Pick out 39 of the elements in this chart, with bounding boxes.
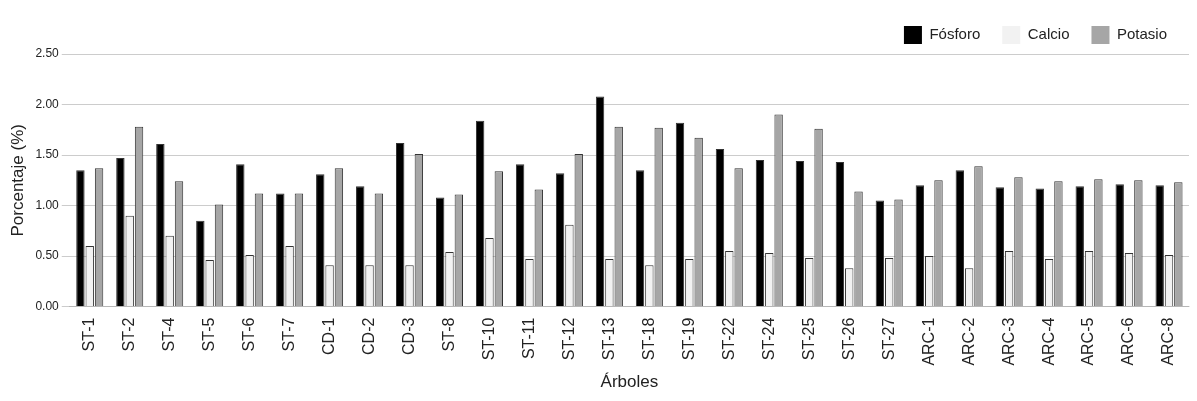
x-tick-label: ARC-6: [1119, 317, 1137, 366]
legend-label: Potasio: [1116, 25, 1168, 43]
x-tick-label: CD-1: [319, 317, 337, 355]
x-axis-title: Árboles: [600, 372, 659, 392]
x-tick-label: ST-4: [160, 317, 178, 352]
x-tick-label: ST-7: [280, 317, 298, 352]
y-tick-label: 2.00: [35, 96, 60, 111]
x-tick-label: ST-19: [679, 317, 697, 361]
x-tick-label: ST-25: [799, 317, 817, 361]
x-tick-label: ST-10: [479, 317, 497, 361]
x-tick-label: ST-11: [519, 317, 537, 360]
x-tick-label: ST-18: [639, 317, 657, 361]
x-tick-label: ARC-1: [919, 317, 937, 366]
y-tick-label: 0.00: [35, 298, 60, 313]
y-tick-label: 2.50: [35, 46, 60, 61]
legend-label: Fósforo: [929, 25, 981, 43]
x-tick-label: ARC-2: [959, 317, 977, 366]
x-tick-label: ST-6: [240, 317, 258, 352]
y-tick-label: 1.00: [35, 197, 60, 212]
x-tick-label: ST-5: [200, 317, 218, 352]
x-tick-label: ST-27: [879, 317, 897, 361]
x-tick-label: ARC-3: [999, 317, 1017, 366]
y-axis-title: Porcentaje (%): [7, 124, 27, 237]
x-tick-label: ST-8: [439, 317, 457, 352]
x-tick-label: ARC-5: [1079, 317, 1097, 366]
x-tick-label: ST-13: [599, 317, 617, 361]
x-tick-label: ST-22: [719, 317, 737, 361]
x-tick-label: ARC-8: [1159, 317, 1177, 366]
x-tick-label: ARC-4: [1039, 317, 1057, 366]
x-tick-label: ST-2: [120, 317, 138, 352]
x-tick-label: ST-26: [839, 317, 857, 361]
x-tick-label: CD-3: [399, 317, 417, 355]
y-tick-label: 0.50: [35, 248, 60, 263]
x-tick-label: ST-24: [759, 317, 777, 361]
legend-label: Calcio: [1027, 25, 1070, 43]
x-tick-label: ST-12: [559, 317, 577, 361]
x-tick-label: ST-1: [80, 317, 98, 352]
y-tick-label: 1.50: [35, 147, 60, 162]
x-tick-label: CD-2: [359, 317, 377, 355]
